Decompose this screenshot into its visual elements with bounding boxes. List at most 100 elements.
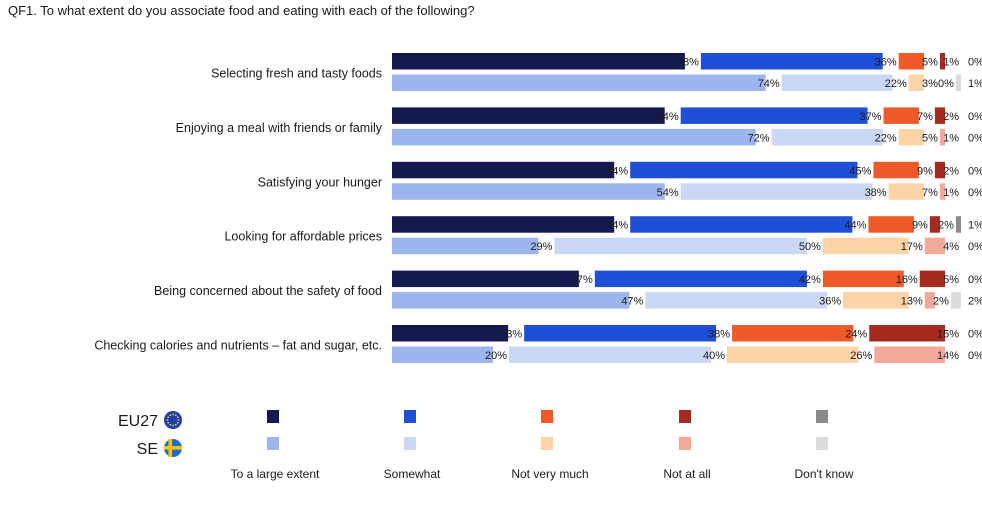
legend-label-not-at-all: Not at all: [663, 467, 710, 481]
bar-eu27-being-concerned-about-the-safety-of-food-to-a-large-extent: [392, 270, 579, 288]
bar-se-selecting-fresh-and-tasty-foods-not-very-much: [908, 74, 924, 91]
category-label-satisfying-your-hunger: Satisfying your hunger: [258, 175, 382, 189]
bar-eu27-checking-calories-and-nutrients-fat-and-sugar-etc-to-a-large-extent: [392, 325, 509, 342]
data-label-eu27-checking-calories-and-nutrients-fat-and-sugar-etc-not-very-much: 24%: [845, 329, 867, 341]
bar-se-being-concerned-about-the-safety-of-food-not-at-all: [924, 292, 935, 309]
legend-group-eu27: EU27: [118, 413, 158, 430]
data-label-se-satisfying-your-hunger-not-very-much: 7%: [922, 187, 938, 199]
eu-flag-star-icon: [177, 419, 180, 421]
bar-eu27-enjoying-a-meal-with-friends-or-family-somewhat: [680, 107, 868, 124]
data-label-eu27-selecting-fresh-and-tasty-foods-not-at-all: 1%: [943, 57, 959, 69]
data-label-eu27-checking-calories-and-nutrients-fat-and-sugar-etc-not-at-all: 15%: [937, 329, 959, 341]
bar-se-checking-calories-and-nutrients-fat-and-sugar-etc-not-at-all: [874, 346, 945, 363]
legend-swatch-eu27-don-t-know: [816, 410, 828, 423]
legend-swatch-eu27-not-at-all: [679, 410, 691, 423]
legend-label-don-t-know: Don't know: [795, 467, 854, 481]
legend-swatch-eu27-somewhat: [404, 410, 416, 423]
legend-label-somewhat: Somewhat: [384, 467, 441, 481]
data-label-eu27-looking-for-affordable-prices-not-at-all: 2%: [938, 220, 954, 232]
bar-se-checking-calories-and-nutrients-fat-and-sugar-etc-not-very-much: [727, 346, 859, 363]
legend-swatch-se-to-a-large-extent: [267, 437, 279, 450]
eu-flag-star-icon: [167, 421, 170, 424]
bar-se-looking-for-affordable-prices-not-at-all: [924, 237, 945, 255]
data-label-eu27-enjoying-a-meal-with-friends-or-family-not-at-all: 2%: [943, 111, 959, 123]
data-label-eu27-satisfying-your-hunger-not-at-all: 2%: [943, 165, 959, 177]
legend-swatch-eu27-to-a-large-extent: [267, 410, 279, 423]
bar-se-enjoying-a-meal-with-friends-or-family-somewhat: [771, 128, 883, 146]
data-label-eu27-enjoying-a-meal-with-friends-or-family-to-a-large-extent: 54%: [657, 111, 679, 123]
data-label-eu27-being-concerned-about-the-safety-of-food-not-very-much: 16%: [896, 274, 918, 286]
bar-eu27-satisfying-your-hunger-somewhat: [630, 161, 858, 179]
bar-eu27-being-concerned-about-the-safety-of-food-not-at-all: [919, 270, 945, 288]
data-label-eu27-satisfying-your-hunger-to-a-large-extent: 44%: [606, 165, 628, 177]
bar-se-looking-for-affordable-prices-to-a-large-extent: [392, 237, 539, 255]
data-label-eu27-checking-calories-and-nutrients-fat-and-sugar-etc-don-t-know: 0%: [968, 329, 982, 341]
bar-se-selecting-fresh-and-tasty-foods-to-a-large-extent: [392, 74, 766, 91]
data-label-se-enjoying-a-meal-with-friends-or-family-to-a-large-extent: 72%: [748, 132, 770, 144]
eu-flag-star-icon: [169, 414, 172, 417]
data-label-se-selecting-fresh-and-tasty-foods-don-t-know: 1%: [968, 78, 982, 90]
eu-flag-star-icon: [172, 413, 174, 416]
data-label-eu27-checking-calories-and-nutrients-fat-and-sugar-etc-to-a-large-extent: 23%: [500, 329, 522, 341]
data-label-se-checking-calories-and-nutrients-fat-and-sugar-etc-to-a-large-extent: 20%: [485, 350, 507, 362]
eu-flag-star-icon: [169, 423, 172, 426]
bar-se-being-concerned-about-the-safety-of-food-don-t-know: [950, 292, 961, 309]
data-label-eu27-satisfying-your-hunger-somewhat: 45%: [849, 165, 871, 177]
bar-se-being-concerned-about-the-safety-of-food-to-a-large-extent: [392, 292, 630, 309]
legend-swatch-se-not-very-much: [541, 437, 553, 450]
bar-se-satisfying-your-hunger-not-very-much: [888, 183, 924, 200]
category-label-enjoying-a-meal-with-friends-or-family: Enjoying a meal with friends or family: [176, 121, 383, 135]
category-label-selecting-fresh-and-tasty-foods: Selecting fresh and tasty foods: [211, 67, 382, 81]
data-label-se-looking-for-affordable-prices-not-very-much: 17%: [901, 241, 923, 253]
data-label-se-being-concerned-about-the-safety-of-food-not-at-all: 2%: [933, 296, 949, 308]
bar-se-looking-for-affordable-prices-not-very-much: [822, 237, 909, 255]
data-label-se-enjoying-a-meal-with-friends-or-family-not-at-all: 1%: [943, 132, 959, 144]
bar-se-satisfying-your-hunger-not-at-all: [939, 183, 945, 200]
bar-eu27-selecting-fresh-and-tasty-foods-somewhat: [700, 53, 883, 70]
data-label-eu27-selecting-fresh-and-tasty-foods-somewhat: 36%: [875, 57, 897, 69]
bar-eu27-enjoying-a-meal-with-friends-or-family-to-a-large-extent: [392, 107, 665, 124]
bar-eu27-satisfying-your-hunger-not-at-all: [934, 161, 945, 179]
bar-eu27-selecting-fresh-and-tasty-foods-not-at-all: [939, 53, 945, 70]
bar-eu27-being-concerned-about-the-safety-of-food-somewhat: [594, 270, 807, 288]
data-label-se-selecting-fresh-and-tasty-foods-not-very-much: 3%: [922, 78, 938, 90]
se-flag-cross-horizontal-icon: [164, 446, 182, 450]
data-label-se-satisfying-your-hunger-somewhat: 38%: [865, 187, 887, 199]
data-label-se-checking-calories-and-nutrients-fat-and-sugar-etc-not-at-all: 14%: [937, 350, 959, 362]
legend-group-se: SE: [137, 441, 158, 458]
eu-flag-star-icon: [176, 416, 179, 419]
data-label-eu27-enjoying-a-meal-with-friends-or-family-don-t-know: 0%: [968, 111, 982, 123]
data-label-se-enjoying-a-meal-with-friends-or-family-somewhat: 22%: [875, 132, 897, 144]
data-label-eu27-looking-for-affordable-prices-to-a-large-extent: 44%: [606, 220, 628, 232]
data-label-se-checking-calories-and-nutrients-fat-and-sugar-etc-somewhat: 40%: [703, 350, 725, 362]
eu-flag-star-icon: [174, 423, 177, 426]
data-label-eu27-looking-for-affordable-prices-not-very-much: 9%: [912, 220, 928, 232]
data-label-se-being-concerned-about-the-safety-of-food-to-a-large-extent: 47%: [621, 296, 643, 308]
data-label-se-selecting-fresh-and-tasty-foods-not-at-all: 0%: [938, 78, 954, 90]
bar-se-satisfying-your-hunger-to-a-large-extent: [392, 183, 665, 200]
bar-se-enjoying-a-meal-with-friends-or-family-not-at-all: [939, 128, 945, 146]
data-label-eu27-being-concerned-about-the-safety-of-food-don-t-know: 0%: [968, 274, 982, 286]
bar-se-satisfying-your-hunger-somewhat: [680, 183, 873, 200]
data-label-eu27-enjoying-a-meal-with-friends-or-family-not-very-much: 7%: [917, 111, 933, 123]
bar-se-looking-for-affordable-prices-somewhat: [554, 237, 807, 255]
data-label-se-selecting-fresh-and-tasty-foods-to-a-large-extent: 74%: [758, 78, 780, 90]
data-label-se-being-concerned-about-the-safety-of-food-somewhat: 36%: [819, 296, 841, 308]
data-label-eu27-satisfying-your-hunger-not-very-much: 9%: [917, 165, 933, 177]
data-label-eu27-selecting-fresh-and-tasty-foods-don-t-know: 0%: [968, 57, 982, 69]
data-label-se-looking-for-affordable-prices-to-a-large-extent: 29%: [530, 241, 552, 253]
data-label-eu27-selecting-fresh-and-tasty-foods-not-very-much: 5%: [922, 57, 938, 69]
legend-swatch-eu27-not-very-much: [541, 410, 553, 423]
bar-eu27-looking-for-affordable-prices-to-a-large-extent: [392, 216, 615, 233]
eu-flag-star-icon: [166, 419, 169, 421]
legend-swatch-se-somewhat: [404, 437, 416, 450]
bar-eu27-checking-calories-and-nutrients-fat-and-sugar-etc-not-at-all: [869, 325, 945, 342]
data-label-se-looking-for-affordable-prices-somewhat: 50%: [799, 241, 821, 253]
bar-se-being-concerned-about-the-safety-of-food-not-very-much: [843, 292, 909, 309]
bar-se-enjoying-a-meal-with-friends-or-family-to-a-large-extent: [392, 128, 756, 146]
data-label-se-checking-calories-and-nutrients-fat-and-sugar-etc-not-very-much: 26%: [850, 350, 872, 362]
chart-title: QF1. To what extent do you associate foo…: [8, 3, 475, 18]
data-label-se-satisfying-your-hunger-not-at-all: 1%: [943, 187, 959, 199]
bar-eu27-checking-calories-and-nutrients-fat-and-sugar-etc-not-very-much: [732, 325, 854, 342]
bar-se-selecting-fresh-and-tasty-foods-don-t-know: [955, 74, 961, 91]
